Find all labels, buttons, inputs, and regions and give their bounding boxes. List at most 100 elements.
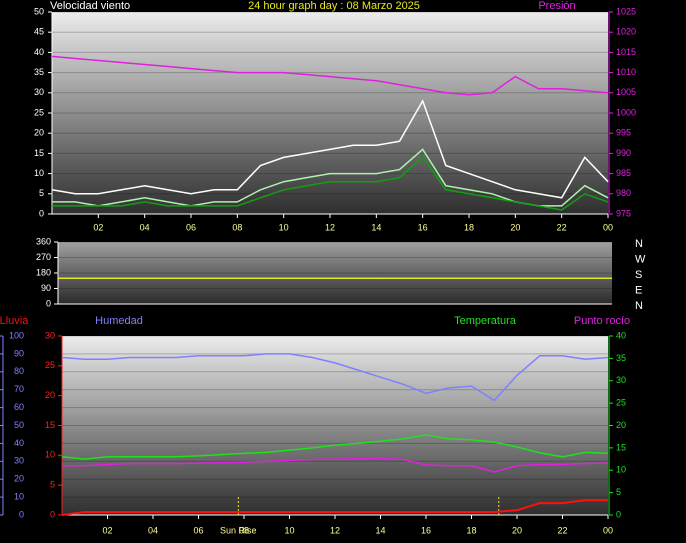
series-label: Temperatura xyxy=(454,315,517,327)
y-tick-label: 50 xyxy=(34,6,44,16)
series-line xyxy=(61,434,609,460)
y-tick-label: 270 xyxy=(36,252,51,262)
y2-tick-label: 1025 xyxy=(616,6,636,16)
y3-tick-label: 25 xyxy=(45,360,55,370)
y2-tick-label: N xyxy=(635,300,643,312)
y3-tick-label: 15 xyxy=(45,420,55,430)
x-tick-label: 00 xyxy=(603,525,613,535)
series-line xyxy=(62,457,609,473)
y2-tick-label: 1020 xyxy=(616,27,636,37)
y2-tick-label: S xyxy=(635,269,642,281)
y2-tick-label: 10 xyxy=(616,465,626,475)
x-tick-label: 22 xyxy=(557,222,567,232)
x-tick-label: 16 xyxy=(421,525,431,535)
x-tick-label: 02 xyxy=(93,222,103,232)
plot-area xyxy=(58,242,612,304)
x-tick-label: 10 xyxy=(279,222,289,232)
y-axis-label: Velocidad viento xyxy=(50,0,130,12)
y2-tick-label: 975 xyxy=(616,208,631,218)
y2-tick-label: W xyxy=(635,253,646,265)
y-tick-label: 25 xyxy=(34,107,44,117)
y-tick-label: 5 xyxy=(39,188,44,198)
y3-tick-label: 20 xyxy=(45,390,55,400)
x-tick-label: 12 xyxy=(325,222,335,232)
x-tick-label: 14 xyxy=(375,525,385,535)
annotation: Sun Rise xyxy=(220,525,257,535)
y-tick-label: 40 xyxy=(34,47,44,57)
y-tick-label: 0 xyxy=(19,509,24,519)
y-tick-label: 0 xyxy=(46,298,51,308)
x-tick-label: 04 xyxy=(148,525,158,535)
y2-tick-label: 40 xyxy=(616,330,626,340)
y2-tick-label: 5 xyxy=(616,487,621,497)
y2-tick-label: N xyxy=(635,238,643,250)
x-tick-label: 12 xyxy=(330,525,340,535)
chart-title: 24 hour graph day : 08 Marzo 2025 xyxy=(248,0,420,12)
y2-tick-label: 1000 xyxy=(616,107,636,117)
plot-area xyxy=(62,336,608,515)
y-tick-label: 15 xyxy=(34,148,44,158)
x-tick-label: 06 xyxy=(186,222,196,232)
y2-tick-label: 980 xyxy=(616,188,631,198)
x-tick-label: 04 xyxy=(140,222,150,232)
y-tick-label: 35 xyxy=(34,67,44,77)
y2-tick-label: 15 xyxy=(616,442,626,452)
x-tick-label: 08 xyxy=(232,222,242,232)
y3-tick-label: 5 xyxy=(50,480,55,490)
y2-tick-label: 35 xyxy=(616,353,626,363)
x-tick-label: 22 xyxy=(557,525,567,535)
y2-tick-label: E xyxy=(635,284,642,296)
y-tick-label: 40 xyxy=(14,438,24,448)
x-tick-label: 10 xyxy=(284,525,294,535)
x-tick-label: 18 xyxy=(466,525,476,535)
series-label: Presión xyxy=(538,0,575,12)
series-label: Lluvia xyxy=(0,315,29,327)
series-line xyxy=(61,353,609,402)
y3-tick-label: 0 xyxy=(50,509,55,519)
y-tick-label: 360 xyxy=(36,236,51,246)
y-tick-label: 90 xyxy=(41,283,51,293)
x-tick-label: 14 xyxy=(371,222,381,232)
series-label: Punto rocío xyxy=(574,315,630,327)
y2-tick-label: 20 xyxy=(616,420,626,430)
x-tick-label: 06 xyxy=(193,525,203,535)
y-tick-label: 180 xyxy=(36,267,51,277)
y2-tick-label: 1010 xyxy=(616,67,636,77)
y-tick-label: 30 xyxy=(34,87,44,97)
y-tick-label: 20 xyxy=(34,128,44,138)
y3-tick-label: 10 xyxy=(45,450,55,460)
x-tick-label: 20 xyxy=(510,222,520,232)
y2-tick-label: 0 xyxy=(616,509,621,519)
series-line xyxy=(51,99,609,199)
series-line xyxy=(52,156,609,211)
x-tick-label: 20 xyxy=(512,525,522,535)
series-line xyxy=(51,55,609,96)
y2-tick-label: 30 xyxy=(616,375,626,385)
y3-tick-label: 30 xyxy=(45,330,55,340)
y-tick-label: 10 xyxy=(14,491,24,501)
y-tick-label: 10 xyxy=(34,168,44,178)
y-tick-label: 50 xyxy=(14,420,24,430)
y2-tick-label: 990 xyxy=(616,148,631,158)
plot-area xyxy=(52,12,608,214)
y2-tick-label: 1015 xyxy=(616,47,636,57)
y-tick-label: 30 xyxy=(14,456,24,466)
y-tick-label: 70 xyxy=(14,384,24,394)
y-tick-label: 100 xyxy=(9,330,24,340)
series-line xyxy=(61,499,608,516)
y-tick-label: 45 xyxy=(34,27,44,37)
y-tick-label: 0 xyxy=(39,208,44,218)
y-tick-label: 60 xyxy=(14,402,24,412)
series-label: Humedad xyxy=(95,315,143,327)
y2-tick-label: 1005 xyxy=(616,87,636,97)
x-tick-label: 00 xyxy=(603,222,613,232)
y-tick-label: 20 xyxy=(14,474,24,484)
x-tick-label: 08 xyxy=(239,525,249,535)
y-tick-label: 90 xyxy=(14,348,24,358)
y2-tick-label: 25 xyxy=(616,398,626,408)
y2-tick-label: 985 xyxy=(616,168,631,178)
y-tick-label: 80 xyxy=(14,366,24,376)
x-tick-label: 02 xyxy=(102,525,112,535)
